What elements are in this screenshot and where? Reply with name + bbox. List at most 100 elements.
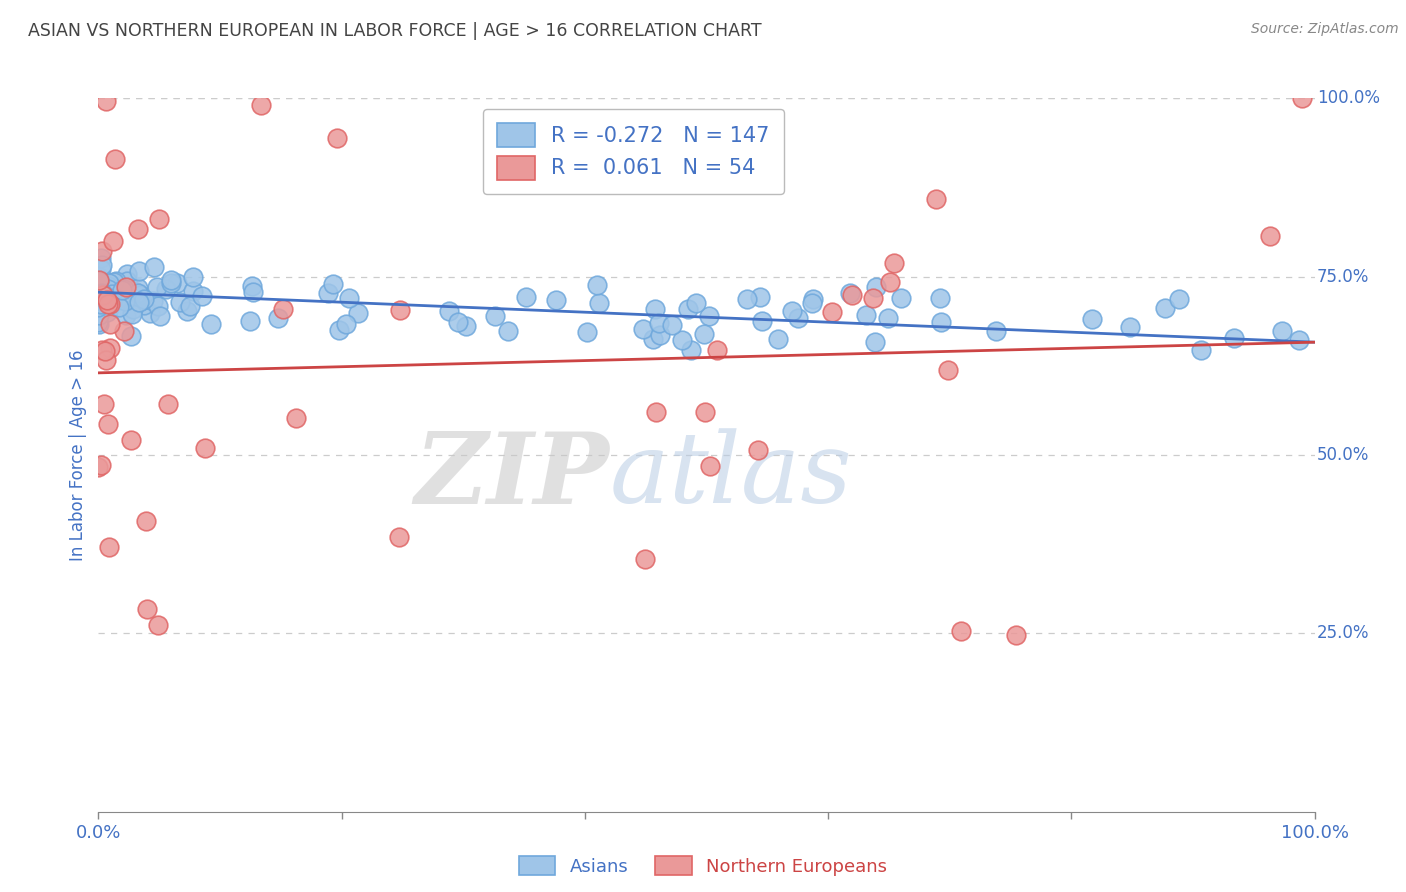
Point [117, 291, 139, 305]
Point [747, 443, 769, 458]
Point [328, 322, 350, 336]
Point [89, 279, 111, 293]
Point [1167, 293, 1189, 307]
Point [97, 296, 120, 310]
Point [1223, 331, 1246, 345]
Point [90, 251, 112, 265]
Point [103, 292, 125, 306]
Point [181, 285, 204, 299]
Point [131, 293, 153, 308]
Point [146, 618, 169, 632]
Point [145, 280, 167, 294]
Point [135, 514, 157, 528]
Point [128, 264, 150, 278]
Point [890, 291, 912, 305]
Point [89, 295, 111, 310]
Text: 100.0%: 100.0% [1317, 89, 1381, 107]
Point [89, 296, 111, 310]
Point [388, 530, 411, 544]
Point [93, 293, 115, 308]
Point [650, 327, 672, 342]
Point [94, 277, 117, 292]
Point [139, 306, 162, 320]
Point [127, 281, 149, 295]
Point [87, 297, 110, 311]
Point [134, 298, 156, 312]
Point [515, 290, 537, 304]
Point [94, 343, 117, 358]
Point [801, 292, 824, 306]
Point [97, 276, 120, 290]
Point [112, 282, 135, 296]
Point [644, 301, 666, 316]
Point [129, 288, 152, 302]
Point [96, 282, 118, 296]
Point [87, 317, 110, 331]
Point [855, 309, 877, 323]
Point [863, 335, 886, 350]
Text: 75.0%: 75.0% [1317, 268, 1369, 285]
Point [346, 306, 368, 320]
Point [316, 285, 339, 300]
Point [681, 343, 703, 357]
Point [160, 277, 183, 291]
Point [883, 256, 905, 270]
Point [693, 405, 716, 419]
Point [91, 286, 114, 301]
Point [93, 397, 115, 411]
Point [1080, 312, 1102, 326]
Point [179, 299, 201, 313]
Point [103, 275, 125, 289]
Point [661, 318, 683, 332]
Point [780, 304, 803, 318]
Point [699, 459, 721, 474]
Point [98, 297, 121, 311]
Point [271, 302, 294, 317]
Point [285, 411, 308, 425]
Point [134, 292, 156, 306]
Point [87, 277, 110, 292]
Point [925, 192, 948, 206]
Point [94, 94, 117, 108]
Text: 25.0%: 25.0% [1317, 624, 1369, 642]
Point [120, 329, 142, 343]
Point [176, 304, 198, 318]
Point [191, 288, 214, 302]
Point [706, 343, 728, 357]
Point [90, 297, 112, 311]
Point [645, 405, 668, 419]
Point [544, 293, 567, 307]
Point [697, 310, 720, 324]
Point [89, 278, 111, 293]
Point [91, 258, 114, 272]
Point [1189, 343, 1212, 357]
Point [240, 279, 263, 293]
Point [87, 285, 110, 299]
Point [97, 541, 120, 555]
Point [91, 287, 114, 301]
Point [239, 313, 262, 327]
Point [87, 275, 110, 289]
Point [1288, 333, 1310, 347]
Point [104, 152, 127, 166]
Point [194, 441, 217, 455]
Point [641, 332, 664, 346]
Point [496, 324, 519, 338]
Point [96, 293, 118, 308]
Point [588, 296, 610, 310]
Point [120, 433, 142, 447]
Point [200, 317, 222, 331]
Point [89, 297, 111, 311]
Point [115, 280, 138, 294]
Point [87, 274, 110, 288]
Point [841, 288, 863, 302]
Point [87, 460, 110, 475]
Point [484, 309, 506, 323]
Point [136, 602, 159, 616]
Point [731, 77, 754, 91]
Point [181, 269, 204, 284]
Point [101, 285, 124, 299]
Point [93, 293, 115, 307]
Point [862, 292, 884, 306]
Point [634, 552, 657, 566]
